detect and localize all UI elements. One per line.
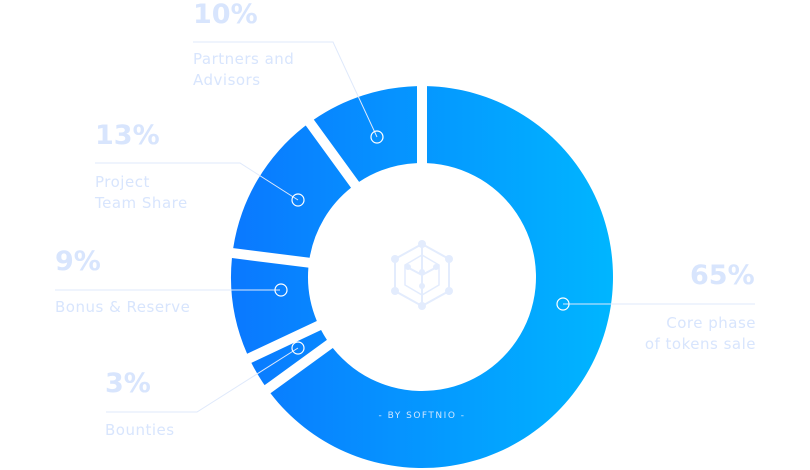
slice-label-bounties: Bounties bbox=[105, 421, 175, 439]
slice-label-bonus: Bonus & Reserve bbox=[55, 298, 191, 316]
percent-label-bounties: 3% bbox=[105, 368, 151, 399]
marker-bounties bbox=[291, 341, 305, 355]
slice-team bbox=[233, 125, 352, 258]
slice-core bbox=[270, 86, 613, 469]
marker-bonus bbox=[274, 283, 288, 297]
slice-label-team: Project Team Share bbox=[95, 173, 188, 212]
slice-label-core: Core phase of tokens sale bbox=[644, 314, 756, 353]
percent-label-partners: 10% bbox=[193, 0, 258, 30]
leader-line-partners bbox=[193, 41, 378, 138]
credit-text: - BY SOFTNIO - bbox=[378, 411, 466, 421]
slice-partners bbox=[313, 86, 418, 182]
marker-core bbox=[556, 297, 570, 311]
percent-label-core: 65% bbox=[690, 260, 755, 291]
marker-partners bbox=[370, 130, 384, 144]
percent-label-bonus: 9% bbox=[55, 246, 101, 277]
slice-label-partners: Partners and Advisors bbox=[193, 50, 295, 89]
leader-line-bounties bbox=[106, 347, 299, 413]
leader-line-team bbox=[95, 162, 299, 201]
hexagon-cube-network-icon bbox=[391, 240, 453, 310]
slice-bounties bbox=[251, 330, 327, 386]
marker-team bbox=[291, 193, 305, 207]
slice-bonus bbox=[231, 258, 317, 354]
percent-label-team: 13% bbox=[95, 120, 160, 151]
